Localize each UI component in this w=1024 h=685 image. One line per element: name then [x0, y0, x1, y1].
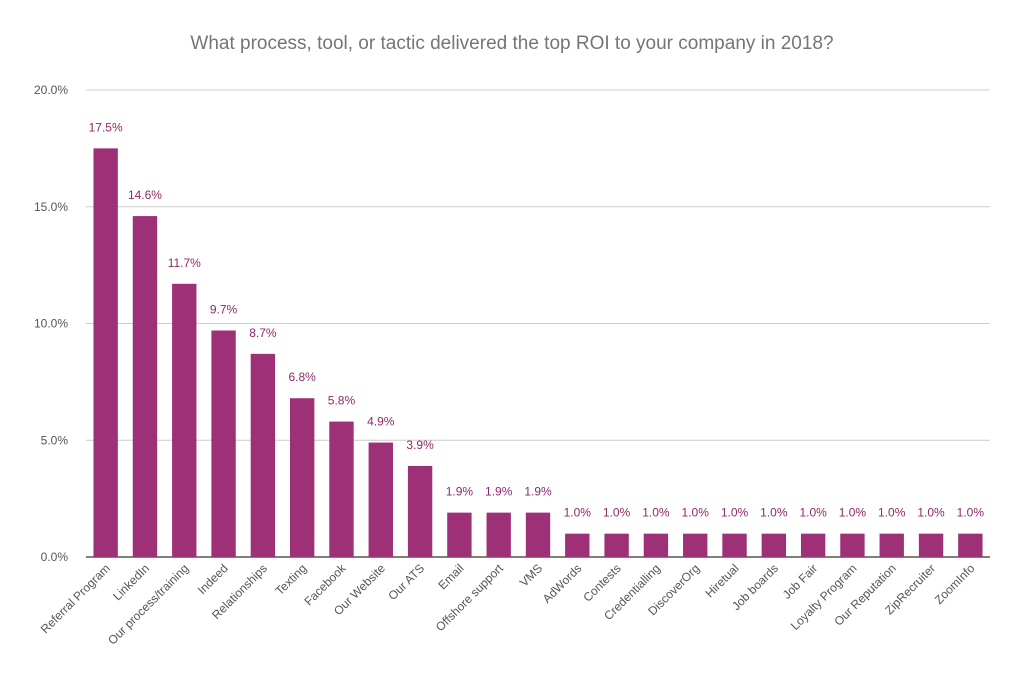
bar [800, 533, 826, 557]
bar [643, 533, 669, 557]
value-label: 1.0% [760, 506, 788, 520]
value-label: 1.0% [564, 506, 592, 520]
x-tick-label: Offshore support [433, 561, 506, 634]
x-tick-label: Referral Program [38, 561, 113, 636]
value-label: 6.8% [288, 370, 316, 384]
y-tick-label: 5.0% [41, 433, 69, 447]
value-labels: 17.5% 14.6% 11.7% 9.7% 8.7% 6.8% 5.8% 4.9% 3.9% 1… [89, 120, 985, 519]
value-label: 1.0% [799, 506, 827, 520]
bar [172, 283, 197, 557]
x-tick-label: VMS [517, 561, 545, 589]
bar [407, 465, 433, 557]
value-label: 1.0% [603, 506, 631, 520]
x-tick-label: Email [435, 561, 466, 592]
bar [683, 533, 708, 557]
bar [93, 148, 118, 557]
x-tick-label: Our ATS [385, 561, 427, 603]
bar [250, 353, 276, 557]
bar [722, 533, 747, 557]
value-label: 8.7% [249, 326, 277, 340]
y-tick-label: 0.0% [41, 550, 69, 564]
y-axis-ticks: 0.0% 5.0% 10.0% 15.0% 20.0% [34, 83, 68, 564]
value-label: 1.0% [917, 506, 945, 520]
value-label: 1.9% [524, 485, 552, 499]
x-tick-label: AdWords [540, 561, 585, 606]
value-label: 5.8% [328, 394, 356, 408]
value-label: 1.0% [682, 506, 710, 520]
value-label: 1.0% [721, 506, 749, 520]
value-label: 1.0% [878, 506, 906, 520]
bar [958, 533, 983, 557]
x-tick-label: Texting [273, 561, 310, 598]
bar [211, 330, 236, 557]
value-label: 9.7% [210, 303, 238, 317]
value-label: 11.7% [168, 256, 201, 270]
chart-title: What process, tool, or tactic delivered … [190, 33, 834, 54]
y-tick-label: 10.0% [34, 317, 68, 331]
value-label: 17.5% [89, 120, 123, 134]
bar [604, 533, 629, 557]
bars [93, 148, 983, 557]
bar [289, 398, 315, 557]
value-label: 1.9% [446, 485, 474, 499]
bar [486, 512, 511, 557]
value-label: 1.0% [957, 506, 985, 520]
x-tick-label: ZoomInfo [932, 561, 978, 607]
bar [565, 533, 590, 557]
x-tick-label: Indeed [195, 561, 231, 597]
y-tick-label: 20.0% [34, 83, 68, 97]
bar [447, 512, 472, 557]
x-tick-label: Hiretual [702, 561, 741, 600]
value-label: 14.6% [128, 188, 162, 202]
value-label: 1.0% [839, 506, 867, 520]
value-label: 1.9% [485, 485, 513, 499]
y-tick-label: 15.0% [34, 200, 68, 214]
bar [840, 533, 865, 557]
value-label: 3.9% [406, 438, 434, 452]
bar [879, 533, 904, 557]
bar [368, 442, 393, 557]
bar [132, 216, 158, 557]
bar [525, 512, 551, 557]
bar [329, 421, 354, 557]
bar [761, 533, 787, 557]
bar [918, 533, 944, 557]
value-label: 4.9% [367, 415, 395, 429]
value-label: 1.0% [642, 506, 670, 520]
